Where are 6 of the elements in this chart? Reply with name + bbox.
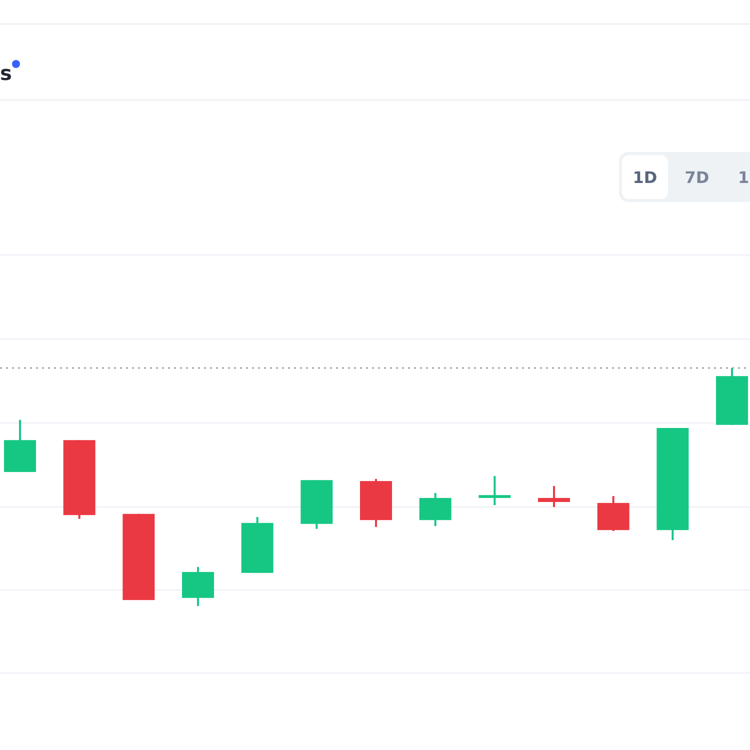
text: 1D: [632, 168, 658, 187]
text: 7D: [684, 168, 710, 187]
chart-title: s: [0, 61, 12, 85]
candlestick: [538, 485, 570, 508]
text: 1: [738, 168, 750, 187]
candlestick: [478, 475, 511, 506]
